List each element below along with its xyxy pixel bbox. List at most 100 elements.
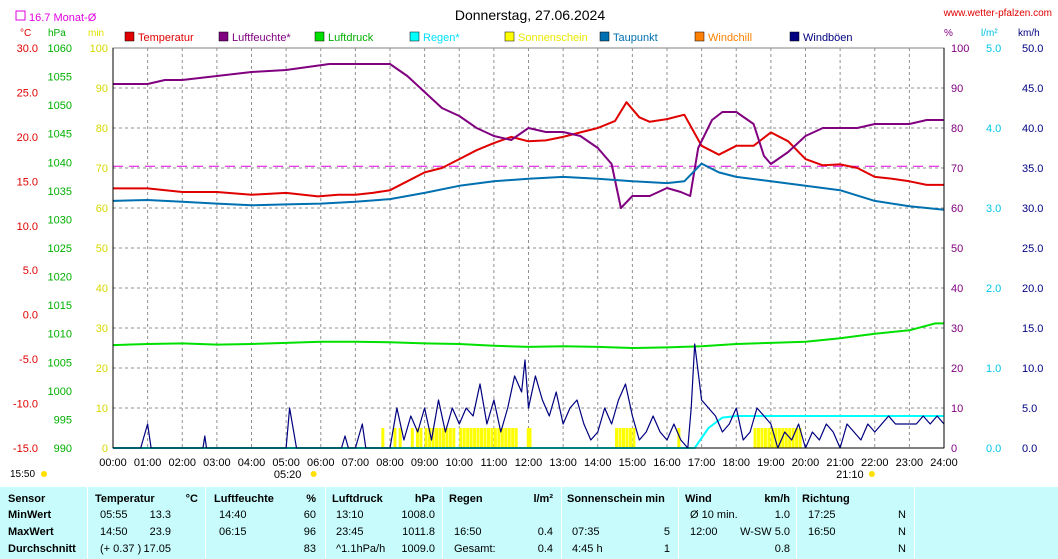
- rain-axis-tick: 4.0: [986, 123, 1001, 135]
- table-header: Luftfeuchte: [214, 493, 274, 505]
- table-cell: 60: [303, 509, 316, 521]
- series-lines: [112, 63, 945, 449]
- series-luftdruck: [112, 322, 944, 349]
- sun-axis-tick: 50: [96, 243, 108, 255]
- site-url: www.wetter-pfalzen.com: [943, 8, 1052, 19]
- wind-axis-tick: 35.0: [1022, 163, 1043, 175]
- sunshine-bar: [632, 428, 636, 448]
- temp-axis-tick: 30.0: [17, 43, 38, 55]
- sunshine-bar: [500, 428, 504, 448]
- sunshine-bar: [628, 428, 632, 448]
- pressure-axis-tick: 1000: [48, 386, 72, 398]
- pressure-axis-tick: 1025: [48, 243, 72, 255]
- table-row-label: MinWert: [8, 509, 52, 521]
- x-tick: 00:00: [99, 457, 127, 469]
- humidity-axis-tick: 70: [951, 163, 963, 175]
- temp-axis-tick: 25.0: [17, 87, 38, 99]
- table-row-label: MaxWert: [8, 526, 54, 538]
- legend-label: Luftdruck: [328, 32, 374, 44]
- x-tick: 01:00: [134, 457, 162, 469]
- temp-axis-tick: 15.0: [17, 176, 38, 188]
- temp-axis-tick: -10.0: [13, 399, 38, 411]
- table-header: Luftdruck: [332, 493, 383, 505]
- pressure-axis-tick: 1030: [48, 214, 72, 226]
- table-header: Sonnenschein min: [567, 493, 665, 505]
- pressure-axis-tick: 1020: [48, 272, 72, 284]
- unit-rain: l/m²: [981, 28, 998, 39]
- legend-swatch: [599, 31, 610, 42]
- sunshine-bar: [526, 428, 530, 448]
- x-tick: 14:00: [584, 457, 612, 469]
- table-cell: 1: [663, 543, 670, 555]
- sun-axis-tick: 20: [96, 363, 108, 375]
- wind-axis-tick: 5.0: [1022, 403, 1037, 415]
- monthly-avg-label: 16.7 Monat-Ø: [29, 12, 97, 24]
- table-cell: 0.4: [537, 526, 553, 538]
- sunshine-bar: [753, 428, 757, 448]
- humidity-axis-tick: 40: [951, 283, 963, 295]
- temp-axis-tick: -15.0: [13, 443, 38, 455]
- x-tick: 07:00: [342, 457, 370, 469]
- table-separator: [325, 487, 326, 559]
- table-separator: [561, 487, 562, 559]
- table-header: l/m²: [533, 493, 553, 505]
- chart-title: Donnerstag, 27.06.2024: [455, 7, 605, 23]
- legend-swatch: [218, 31, 229, 42]
- legend-swatch: [409, 31, 420, 42]
- table-cell: 06:15: [219, 526, 247, 538]
- sun-axis-tick: 90: [96, 83, 108, 95]
- table-cell: 13:10: [336, 509, 364, 521]
- sunshine-bar: [490, 428, 494, 448]
- sun-axis-tick: 10: [96, 403, 108, 415]
- sunrise-label: 05:20: [274, 469, 302, 481]
- sunshine-bar: [497, 428, 501, 448]
- pressure-axis-tick: 1015: [48, 300, 72, 312]
- pressure-axis-tick: 1005: [48, 357, 72, 369]
- temp-axis-tick: 10.0: [17, 221, 38, 233]
- table-header: Temperatur: [95, 493, 155, 505]
- sunshine-bar: [424, 428, 428, 448]
- wind-axis-tick: 30.0: [1022, 203, 1043, 215]
- sunshine-bar: [770, 428, 774, 448]
- sunshine-bars: [381, 428, 802, 448]
- pressure-axis-tick: 1055: [48, 72, 72, 84]
- sunshine-bar: [784, 428, 788, 448]
- sunshine-bar: [435, 428, 439, 448]
- x-tick: 18:00: [722, 457, 750, 469]
- unit-humidity: %: [944, 28, 953, 39]
- sunshine-bar: [798, 428, 802, 448]
- rain-axis-tick: 2.0: [986, 283, 1001, 295]
- series-luftfeuchte: [113, 63, 944, 209]
- x-tick: 02:00: [168, 457, 196, 469]
- humidity-axis-tick: 90: [951, 83, 963, 95]
- temp-axis-tick: 5.0: [23, 265, 38, 277]
- rain-axis-tick: 0.0: [986, 443, 1001, 455]
- table-header: Sensor: [8, 493, 46, 505]
- x-tick: 05:00: [272, 457, 300, 469]
- pressure-axis-tick: 990: [54, 443, 72, 455]
- sun-axis-tick: 80: [96, 123, 108, 135]
- x-tick: 17:00: [688, 457, 716, 469]
- pressure-axis-tick: 1050: [48, 100, 72, 112]
- x-tick: 09:00: [411, 457, 439, 469]
- series-windböen: [113, 343, 945, 449]
- sunshine-bar: [462, 428, 466, 448]
- sunset-icon: [868, 471, 875, 477]
- x-tick: 19:00: [757, 457, 785, 469]
- table-cell: 23:45: [336, 526, 364, 538]
- legend-label: Luftfeuchte*: [232, 32, 291, 44]
- legend-swatch: [694, 31, 705, 42]
- table-cell: 4:45 h: [572, 543, 603, 555]
- sunshine-bar: [507, 428, 511, 448]
- table-cell: 1.0: [774, 509, 790, 521]
- legend-label: Regen*: [423, 32, 460, 44]
- humidity-axis-tick: 10: [951, 403, 963, 415]
- table-cell: 17:25: [808, 509, 836, 521]
- table-cell: 23.9: [149, 526, 171, 538]
- sunrise-icon: [310, 471, 317, 477]
- x-tick: 08:00: [376, 457, 404, 469]
- sunshine-bar: [469, 428, 473, 448]
- temp-axis-tick: 0.0: [23, 310, 38, 322]
- table-cell: 96: [303, 526, 316, 538]
- sunshine-bar: [774, 428, 778, 448]
